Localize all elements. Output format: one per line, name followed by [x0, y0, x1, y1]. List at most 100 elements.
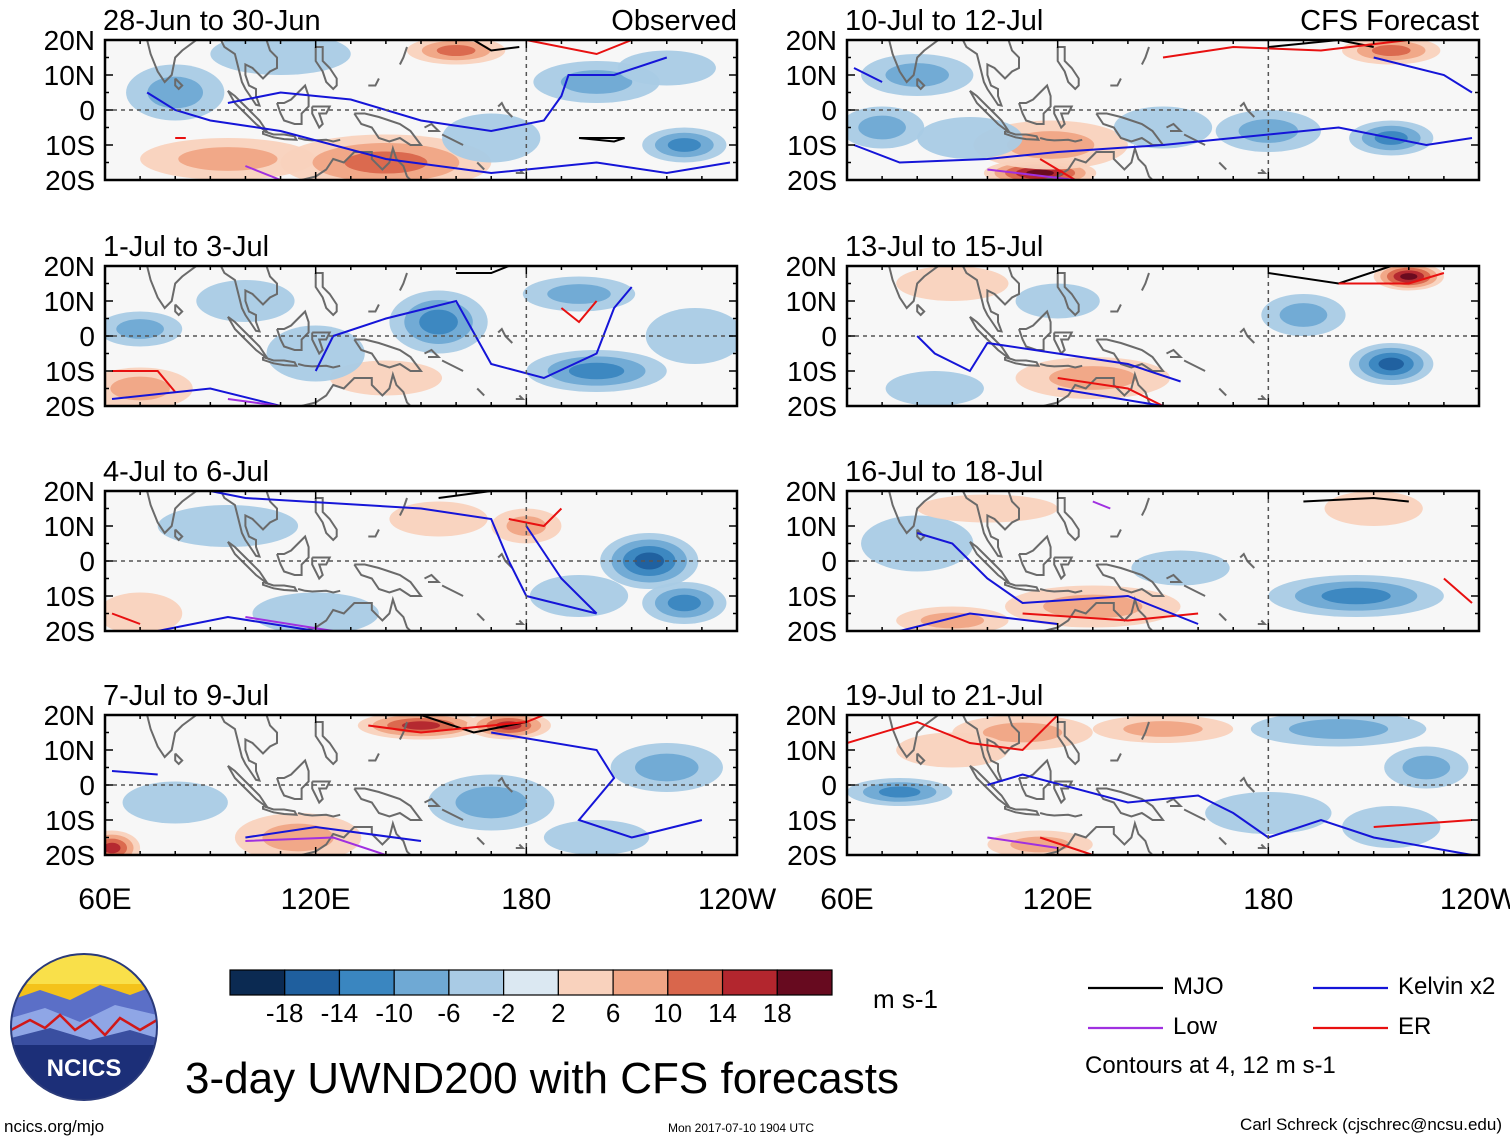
anomaly-shading: [917, 494, 1058, 523]
wave-contour: [314, 286, 633, 380]
coastline: [262, 130, 299, 141]
wave-contour: [245, 616, 334, 631]
anomaly-shading: [389, 501, 488, 537]
coastline: [368, 304, 380, 313]
wave-contour: [508, 507, 563, 528]
y-tick-label: 20S: [787, 391, 837, 422]
anomaly-shading: [1288, 719, 1389, 739]
coastline: [227, 89, 270, 134]
coastline: [174, 77, 184, 91]
coastline: [353, 338, 423, 372]
wave-contour: [916, 532, 1199, 625]
anomaly-shading: [667, 138, 701, 152]
x-tick-label: 120E: [1022, 883, 1093, 916]
coastline: [1183, 584, 1206, 597]
coastline: [314, 272, 338, 317]
x-tick-label: 60E: [78, 883, 132, 916]
colorbar-label: 10: [653, 998, 683, 1028]
coastline: [969, 764, 1012, 809]
anomaly-shading: [635, 753, 699, 782]
coastline: [916, 77, 926, 91]
y-tick-label: 20N: [785, 251, 837, 282]
panel: [847, 266, 1479, 406]
wave-contour: [111, 387, 281, 406]
coastline: [276, 758, 310, 800]
coastline: [961, 266, 1020, 333]
coastline: [227, 315, 270, 360]
y-tick-label: 10S: [45, 805, 95, 836]
wave-contour: [526, 40, 633, 56]
panel-period-title: 4-Jul to 6-Jul: [103, 456, 270, 488]
wave-contour: [578, 137, 625, 143]
x-tick-label: 180: [501, 883, 552, 916]
anomaly-shading: [178, 147, 278, 171]
coastline: [1018, 309, 1052, 351]
colorbar-swatch: [393, 969, 450, 996]
coastline: [1166, 573, 1184, 583]
anomaly-shading: [419, 309, 458, 335]
wave-contour: [227, 56, 668, 133]
figure-title: 3-day UWND200 with CFS forecasts: [185, 1054, 899, 1103]
coastline: [1110, 529, 1122, 538]
anomaly-shading: [252, 592, 379, 631]
coastline: [424, 122, 442, 132]
anomaly-shading: [262, 823, 334, 852]
coastline: [441, 584, 464, 597]
coastline: [1166, 122, 1184, 132]
coastline: [1056, 497, 1080, 542]
y-tick-label: 20S: [45, 616, 95, 647]
coastline: [515, 394, 526, 400]
colorbar-label: -14: [320, 998, 359, 1028]
panel: [105, 266, 737, 406]
y-tick-label: 10S: [787, 805, 837, 836]
coastline: [1257, 619, 1268, 625]
y-tick-label: 20S: [787, 840, 837, 871]
anomaly-shading: [1342, 806, 1441, 848]
coastline: [368, 529, 380, 538]
coastline: [1004, 130, 1041, 141]
coastline: [353, 563, 423, 597]
coastline: [1141, 272, 1150, 291]
wave-contour: [1373, 56, 1473, 94]
coastline: [1039, 812, 1083, 818]
wave-contour: [245, 165, 281, 180]
wave-contour: [1162, 40, 1409, 59]
anomaly-shading: [858, 115, 906, 140]
wave-contour: [368, 715, 545, 734]
coastline: [1039, 588, 1083, 594]
anomaly-shading: [917, 117, 1023, 159]
anomaly-shading: [1400, 273, 1418, 280]
coastline: [144, 40, 198, 84]
colorbar-label: -2: [492, 998, 516, 1028]
colorbar-swatch: [612, 969, 669, 996]
y-tick-label: 10N: [785, 60, 837, 91]
coastline: [368, 78, 380, 87]
coastline: [174, 752, 184, 766]
legend-label: MJO: [1173, 973, 1224, 1000]
coastline: [219, 491, 278, 558]
anomaly-shading: [920, 612, 985, 629]
coastline: [1218, 836, 1227, 846]
colorbar-label: -10: [375, 998, 413, 1028]
panel-period-title: 28-Jun to 30-Jun: [103, 5, 321, 37]
coastline: [969, 89, 1012, 134]
y-tick-label: 20N: [43, 25, 95, 56]
wave-contour: [1022, 612, 1199, 622]
wave-contour: [525, 525, 598, 615]
footer-link: ncics.org/mjo: [4, 1117, 105, 1136]
coastline: [1036, 144, 1154, 180]
y-tick-label: 10N: [43, 511, 95, 542]
coastline: [174, 303, 184, 317]
forecast-label: CFS Forecast: [1300, 5, 1479, 37]
y-tick-label: 0: [79, 546, 95, 577]
coastline: [399, 46, 408, 65]
coastline: [1218, 387, 1227, 397]
legend-label: ER: [1398, 1013, 1432, 1040]
footer-timestamp: Mon 2017-07-10 1904 UTC: [668, 1121, 815, 1135]
coastline: [1053, 105, 1074, 130]
coastline: [262, 581, 299, 592]
anomaly-shading: [436, 44, 476, 57]
colorbar-label: 2: [551, 998, 566, 1028]
wave-contour: [1092, 500, 1111, 510]
